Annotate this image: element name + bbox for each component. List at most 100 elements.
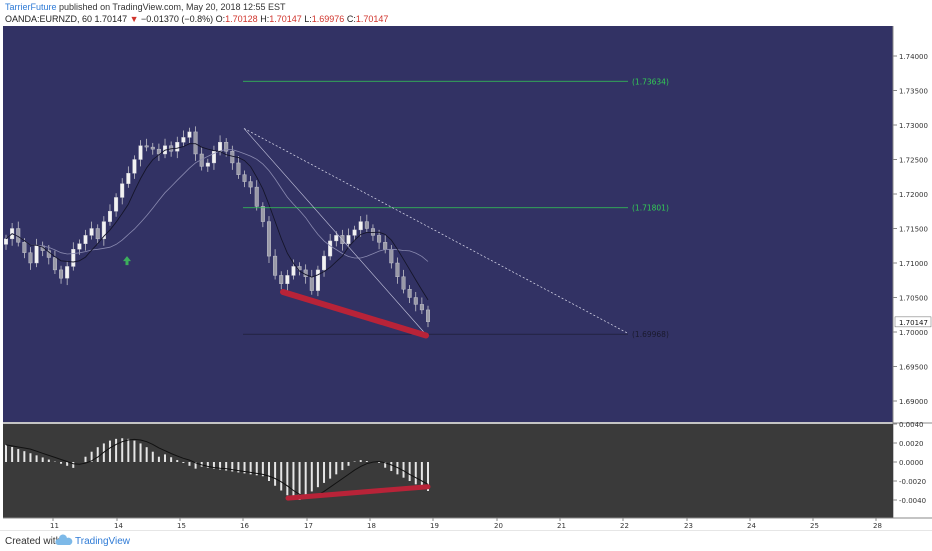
candle-body <box>303 269 308 277</box>
fib-level-label: (1.69968) <box>632 330 669 339</box>
time-tick-label: 11 <box>50 522 59 530</box>
price-tick-label: 1.70000 <box>899 329 928 337</box>
candle-body <box>193 131 198 155</box>
time-tick-label: 23 <box>684 522 693 530</box>
candle-body <box>218 142 223 152</box>
symbol-line: OANDA:EURNZD, 60 1.70147 ▼ −0.01370 (−0.… <box>5 14 388 25</box>
oscillator-divergence-line <box>285 484 431 501</box>
price-tick-label: 1.72000 <box>899 191 928 199</box>
author-link[interactable]: TarrierFuture <box>5 2 57 12</box>
candle-body <box>3 238 8 245</box>
down-arrow-icon: ▼ <box>129 14 139 24</box>
candle-body <box>34 245 39 264</box>
time-tick-label: 20 <box>494 522 503 530</box>
close-value: 1.70147 <box>355 14 389 24</box>
price-axis-ticks: 1.74000 1.73500 1.73000 1.72500 1.72000 1.715… <box>893 53 932 406</box>
candle-body <box>16 228 21 243</box>
candle-body <box>322 255 327 271</box>
oscillator-tick-label: 0.0020 <box>899 440 924 448</box>
candle-body <box>254 186 259 207</box>
signal-line <box>5 438 429 498</box>
low-label: L: <box>304 14 312 24</box>
candle-body <box>279 275 284 284</box>
candle-body <box>156 148 161 155</box>
oscillator-axis-ticks: 0.0040 0.0020 0.0000 -0.0020 -0.0040 <box>893 421 926 505</box>
time-tick-label: 21 <box>557 522 566 530</box>
price-tick-label: 1.73000 <box>899 122 928 130</box>
price-tick-label: 1.69500 <box>899 364 928 372</box>
time-axis[interactable] <box>3 518 932 530</box>
price-tick-label: 1.73500 <box>899 88 928 96</box>
price-divergence-line <box>280 288 429 339</box>
candle-body <box>83 235 88 244</box>
candle-body <box>273 255 278 276</box>
candle-body <box>315 269 320 291</box>
candle-body <box>395 262 400 278</box>
candle-body <box>309 276 314 291</box>
tradingview-link[interactable]: TradingView <box>75 536 131 547</box>
candle-body <box>120 183 125 198</box>
time-tick-label: 25 <box>810 522 819 530</box>
candle-body <box>138 145 143 160</box>
candle-body <box>285 275 290 284</box>
candle-body <box>101 221 106 240</box>
candle-body <box>71 248 76 267</box>
candle-body <box>181 137 186 143</box>
oscillator-tick-label: 0.0000 <box>899 459 924 467</box>
candle-body <box>413 297 418 305</box>
candle-body <box>377 235 382 243</box>
candle-body <box>114 197 119 212</box>
price-tick-label: 1.71000 <box>899 260 928 268</box>
time-tick-label: 17 <box>304 522 313 530</box>
high-value: 1.70147 <box>269 14 302 24</box>
created-with-label: Created with <box>5 536 62 547</box>
tradingview-cloud-icon <box>55 534 73 545</box>
close-label: C: <box>346 14 356 24</box>
time-tick-label: 19 <box>430 522 439 530</box>
time-tick-label: 28 <box>873 522 882 530</box>
candle-body <box>175 142 180 152</box>
last-price-box <box>894 316 932 328</box>
candle-body <box>95 228 100 240</box>
candle-body <box>77 243 82 250</box>
price-tick-label: 1.72500 <box>899 157 928 165</box>
candle-body <box>291 266 296 276</box>
candle-body <box>187 131 192 138</box>
candle-body <box>230 151 235 164</box>
last-price-tag: 1.70147 <box>899 319 928 327</box>
time-tick-label: 18 <box>367 522 376 530</box>
time-tick-label: 16 <box>240 522 249 530</box>
oscillator-tick-label: -0.0040 <box>899 497 926 505</box>
main-pane <box>3 26 893 422</box>
candle-body <box>107 211 112 222</box>
time-tick-label: 24 <box>747 522 756 530</box>
last-price: 1.70147 <box>94 14 128 24</box>
publish-info: published on TradingView.com, May 20, 20… <box>59 2 286 12</box>
candle-body <box>126 173 131 184</box>
candle-body <box>211 151 216 164</box>
oscillator-tick-label: -0.0020 <box>899 478 926 486</box>
open-value: 1.70128 <box>225 14 258 24</box>
candle-body <box>236 162 241 175</box>
price-change: −0.01370 (−0.8%) <box>141 14 214 24</box>
price-axis[interactable] <box>893 26 932 518</box>
footer: Created with TradingView <box>0 530 932 551</box>
candle-body <box>144 145 149 148</box>
high-label: H: <box>260 14 270 24</box>
price-chart[interactable]: (1.73634)(1.71801)(1.69968)(1.68135) 1.7… <box>0 26 932 530</box>
open-label: O: <box>215 14 226 24</box>
candle-body <box>383 242 388 250</box>
candle-body <box>132 159 137 174</box>
candle-body <box>364 221 369 229</box>
candle-body <box>22 242 27 253</box>
candle-body <box>419 304 424 311</box>
candle-body <box>205 162 210 167</box>
candle-body <box>65 266 70 279</box>
low-value: 1.69976 <box>311 14 345 24</box>
macd-histogram <box>5 438 431 501</box>
trend-line-inner <box>243 128 426 334</box>
time-axis-ticks: 11 14 15 16 17 18 19 20 21 22 23 24 25 28 <box>50 518 882 530</box>
candle-body <box>52 257 57 271</box>
candle-body <box>242 174 247 182</box>
price-tick-label: 1.70500 <box>899 295 928 303</box>
